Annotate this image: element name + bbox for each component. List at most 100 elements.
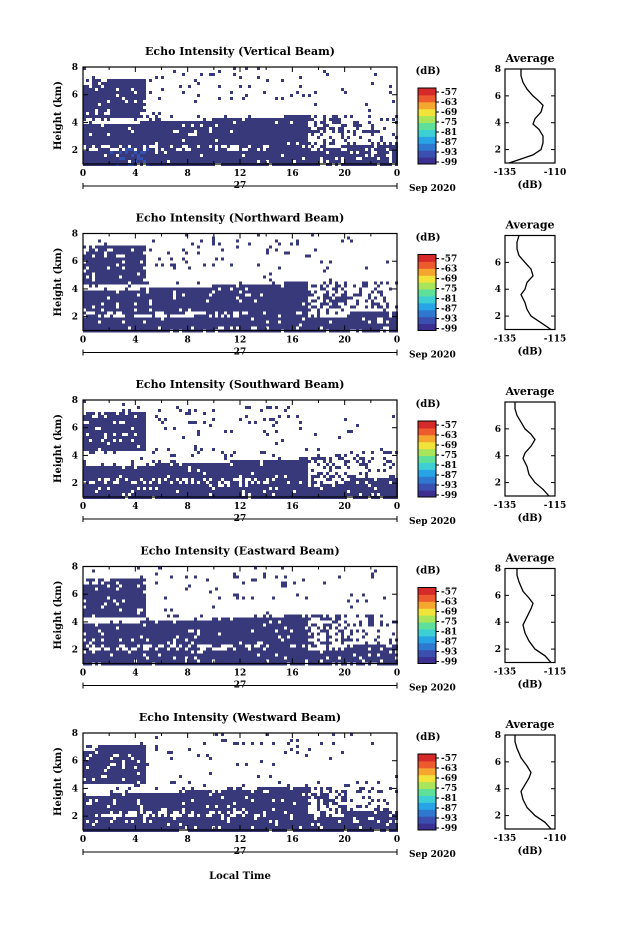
echo-cell <box>359 463 362 466</box>
echo-cell <box>230 466 233 469</box>
echo-cell <box>173 133 176 136</box>
echo-cell <box>269 481 272 484</box>
echo-cell <box>116 257 119 261</box>
echo-cell <box>146 293 149 297</box>
echo-cell <box>86 260 89 264</box>
echo-cell <box>101 481 104 484</box>
echo-cell <box>89 124 92 127</box>
echo-cell <box>89 635 92 639</box>
echo-cell <box>365 305 368 309</box>
echo-cell <box>101 275 104 279</box>
echo-cell <box>221 299 224 303</box>
echo-cell <box>185 121 188 124</box>
echo-cell <box>185 484 188 487</box>
month-label: Sep 2020 <box>409 351 456 361</box>
echo-cell <box>125 91 128 94</box>
echo-cell <box>152 290 155 294</box>
echo-cell <box>230 157 233 160</box>
echo-cell <box>260 475 263 478</box>
echo-cell <box>164 466 167 469</box>
echo-cell <box>203 154 206 157</box>
echo-cell <box>335 317 338 321</box>
echo-cell <box>104 421 107 424</box>
echo-cell <box>197 281 200 285</box>
echo-cell <box>242 317 245 321</box>
echo-cell <box>104 299 107 303</box>
echo-cell <box>182 299 185 303</box>
echo-cell <box>107 103 110 106</box>
echo-cell <box>299 145 302 148</box>
echo-cell <box>167 481 170 484</box>
echo-cell <box>188 266 191 270</box>
echo-cell <box>305 323 308 327</box>
echo-cell <box>365 484 368 487</box>
echo-cell <box>143 79 146 82</box>
echo-cell <box>119 251 122 255</box>
echo-cell <box>281 148 284 151</box>
echo-cell <box>110 272 113 276</box>
echo-cell <box>137 406 140 409</box>
echo-cell <box>170 293 173 297</box>
echo-cell <box>152 469 155 472</box>
echo-cell <box>296 284 299 288</box>
echo-cell <box>194 287 197 291</box>
echo-cell <box>302 314 305 318</box>
echo-cell <box>218 320 221 324</box>
echo-cell <box>83 424 86 427</box>
echo-cell <box>242 463 245 466</box>
echo-cell <box>368 323 371 327</box>
echo-cell <box>101 305 104 309</box>
echo-cell <box>194 100 197 103</box>
echo-cell <box>83 290 86 294</box>
echo-cell <box>281 130 284 133</box>
echo-cell <box>92 85 95 88</box>
echo-cell <box>350 323 353 327</box>
echo-cell <box>128 109 131 112</box>
echo-cell <box>371 82 374 85</box>
echo-cell <box>212 418 215 421</box>
echo-cell <box>116 251 119 255</box>
echo-cell <box>104 109 107 112</box>
echo-cell <box>98 442 101 445</box>
echo-cell <box>224 478 227 481</box>
echo-cell <box>272 481 275 484</box>
echo-cell <box>107 302 110 306</box>
echo-cell <box>146 121 149 124</box>
echo-cell <box>188 421 191 424</box>
echo-cell <box>119 317 122 321</box>
echo-cell <box>113 430 116 433</box>
echo-cell <box>113 79 116 82</box>
echo-cell <box>269 293 272 297</box>
echo-cell <box>281 142 284 145</box>
colorbar-swatch <box>418 316 436 325</box>
echo-cell <box>227 463 230 466</box>
echo-cell <box>302 481 305 484</box>
echo-cell <box>215 308 218 312</box>
echo-cell <box>338 475 341 478</box>
echo-cell <box>212 142 215 145</box>
echo-cell <box>152 112 155 115</box>
echo-cell <box>308 142 311 145</box>
echo-cell <box>98 109 101 112</box>
echo-cell <box>107 245 110 249</box>
echo-cell <box>221 133 224 136</box>
echo-cell <box>224 472 227 475</box>
echo-cell <box>227 154 230 157</box>
echo-cell <box>293 154 296 157</box>
echo-cell <box>239 317 242 321</box>
echo-cell <box>137 323 140 327</box>
echo-cell <box>215 317 218 321</box>
echo-cell <box>83 323 86 327</box>
echo-cell <box>206 136 209 139</box>
echo-cell <box>134 439 137 442</box>
echo-cell <box>299 136 302 139</box>
echo-cell <box>176 305 179 309</box>
echo-cell <box>191 136 194 139</box>
echo-cell <box>245 472 248 475</box>
echo-cell <box>278 493 281 496</box>
echo-cell <box>101 442 104 445</box>
echo-cell <box>278 311 281 315</box>
echo-cell <box>239 284 242 288</box>
echo-cell <box>356 145 359 148</box>
echo-cell <box>173 127 176 130</box>
